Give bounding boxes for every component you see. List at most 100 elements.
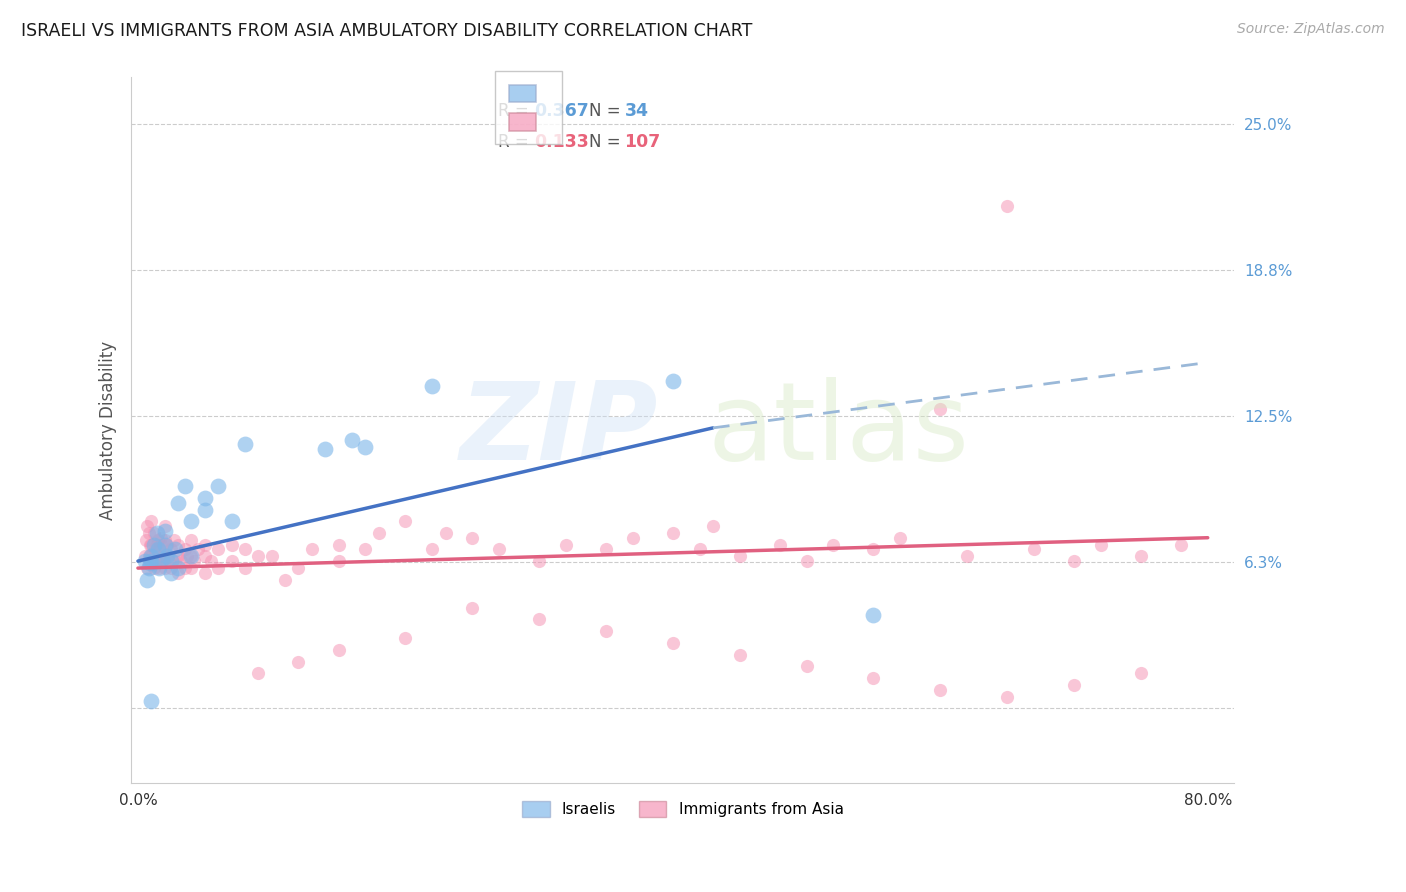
Point <box>194 502 217 516</box>
Point <box>160 561 183 575</box>
Point <box>136 573 159 587</box>
Point <box>367 526 389 541</box>
Point <box>527 612 550 626</box>
Point <box>420 379 443 393</box>
Point <box>134 549 156 564</box>
Point <box>328 554 350 568</box>
Point <box>823 538 845 552</box>
Point <box>328 643 350 657</box>
Point <box>141 554 163 568</box>
Text: ISRAELI VS IMMIGRANTS FROM ASIA AMBULATORY DISABILITY CORRELATION CHART: ISRAELI VS IMMIGRANTS FROM ASIA AMBULATO… <box>21 22 752 40</box>
Point <box>153 538 176 552</box>
Text: R =: R = <box>498 103 529 120</box>
Point <box>1022 542 1045 557</box>
Text: N =: N = <box>589 103 620 120</box>
Point <box>180 561 202 575</box>
Point <box>247 549 270 564</box>
Point <box>889 531 911 545</box>
Point <box>136 561 159 575</box>
Point <box>207 561 229 575</box>
Point <box>136 519 159 533</box>
Point <box>194 549 217 564</box>
Point <box>145 526 167 541</box>
Point <box>141 549 163 564</box>
Point <box>1090 538 1112 552</box>
Point <box>138 561 160 575</box>
Point <box>354 440 377 454</box>
Point <box>141 514 163 528</box>
Point <box>148 542 170 557</box>
Point <box>153 533 176 547</box>
Point <box>180 549 202 564</box>
Point <box>488 542 510 557</box>
Text: 0.133: 0.133 <box>534 134 589 152</box>
Point <box>143 557 166 571</box>
Point <box>274 573 297 587</box>
Point <box>156 549 179 564</box>
Point <box>139 557 162 571</box>
Point <box>689 542 711 557</box>
Point <box>796 554 818 568</box>
Point <box>145 538 167 552</box>
Point <box>194 538 217 552</box>
Point <box>160 554 183 568</box>
Point <box>995 690 1018 704</box>
Text: Source: ZipAtlas.com: Source: ZipAtlas.com <box>1237 22 1385 37</box>
Point <box>143 561 166 575</box>
Point <box>595 542 617 557</box>
Point <box>461 531 484 545</box>
Point <box>662 374 685 388</box>
Point <box>1129 666 1152 681</box>
Point <box>728 648 751 662</box>
Point <box>394 631 416 645</box>
Point <box>621 531 644 545</box>
Point <box>187 542 209 557</box>
Legend: Israelis, Immigrants from Asia: Israelis, Immigrants from Asia <box>515 794 851 825</box>
Point <box>146 542 169 557</box>
Point <box>135 533 157 547</box>
Point <box>233 437 256 451</box>
Point <box>141 549 163 564</box>
Text: R =: R = <box>498 134 529 152</box>
Point <box>173 542 195 557</box>
Point <box>247 666 270 681</box>
Point <box>148 561 170 575</box>
Point <box>167 561 190 575</box>
Point <box>595 624 617 639</box>
Point <box>173 561 195 575</box>
Point <box>194 566 217 580</box>
Point <box>796 659 818 673</box>
Point <box>702 519 724 533</box>
Point <box>150 554 173 568</box>
Point <box>167 549 190 564</box>
Point <box>1063 678 1085 692</box>
Point <box>1063 554 1085 568</box>
Point <box>173 479 195 493</box>
Point <box>1170 538 1192 552</box>
Point <box>165 554 187 568</box>
Point <box>138 526 160 541</box>
Point <box>662 636 685 650</box>
Text: N =: N = <box>589 134 620 152</box>
Point <box>148 561 170 575</box>
Point <box>141 538 163 552</box>
Point <box>150 538 173 552</box>
Point <box>194 491 217 505</box>
Point <box>152 549 174 564</box>
Point <box>139 538 162 552</box>
Point <box>139 554 162 568</box>
Point <box>929 402 952 417</box>
Point <box>146 549 169 564</box>
Point <box>207 479 229 493</box>
Point <box>233 561 256 575</box>
Point <box>200 554 222 568</box>
Point <box>995 199 1018 213</box>
Point <box>662 526 685 541</box>
Point <box>233 542 256 557</box>
Point <box>167 496 190 510</box>
Point <box>420 542 443 557</box>
Point <box>143 526 166 541</box>
Point <box>167 538 190 552</box>
Point <box>180 514 202 528</box>
Text: 34: 34 <box>624 103 648 120</box>
